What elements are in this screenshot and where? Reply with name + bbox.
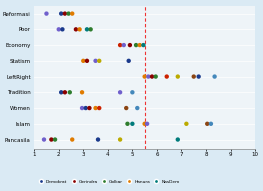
Point — [84, 107, 88, 110]
Point — [125, 122, 130, 125]
Point — [209, 122, 213, 125]
Point — [176, 138, 180, 141]
Point — [59, 91, 63, 94]
Point — [130, 122, 134, 125]
Point — [68, 91, 72, 94]
Point — [85, 28, 89, 31]
Point — [150, 75, 154, 78]
Point — [97, 107, 101, 110]
Point — [42, 138, 46, 141]
Point — [143, 75, 147, 78]
Point — [196, 75, 201, 78]
Point — [176, 75, 180, 78]
Point — [143, 122, 147, 125]
Point — [122, 44, 126, 47]
Point — [80, 91, 84, 94]
Point — [118, 91, 122, 94]
Point — [49, 138, 53, 141]
Point — [44, 12, 49, 15]
Point — [184, 122, 189, 125]
Point — [130, 91, 134, 94]
Point — [70, 12, 74, 15]
Point — [67, 12, 71, 15]
Point — [138, 44, 142, 47]
Point — [87, 107, 92, 110]
Point — [97, 59, 101, 62]
Point — [59, 12, 63, 15]
Point — [63, 12, 67, 15]
Point — [128, 44, 132, 47]
Point — [205, 122, 209, 125]
Point — [81, 59, 85, 62]
Point — [70, 138, 74, 141]
Point — [93, 59, 98, 62]
Point — [124, 107, 128, 110]
Point — [118, 44, 122, 47]
Point — [80, 107, 84, 110]
Point — [85, 59, 89, 62]
Point — [154, 75, 158, 78]
Point — [134, 44, 138, 47]
Point — [63, 91, 67, 94]
Point — [96, 138, 100, 141]
Point — [53, 138, 57, 141]
Point — [213, 75, 217, 78]
Point — [60, 28, 64, 31]
Point — [127, 59, 131, 62]
Point — [135, 107, 139, 110]
Point — [192, 75, 196, 78]
Point — [89, 28, 93, 31]
Point — [78, 28, 82, 31]
Point — [141, 44, 145, 47]
Point — [93, 107, 98, 110]
Point — [57, 28, 61, 31]
Point — [165, 75, 169, 78]
Point — [74, 28, 78, 31]
Point — [146, 75, 150, 78]
Point — [118, 138, 122, 141]
Point — [145, 122, 149, 125]
